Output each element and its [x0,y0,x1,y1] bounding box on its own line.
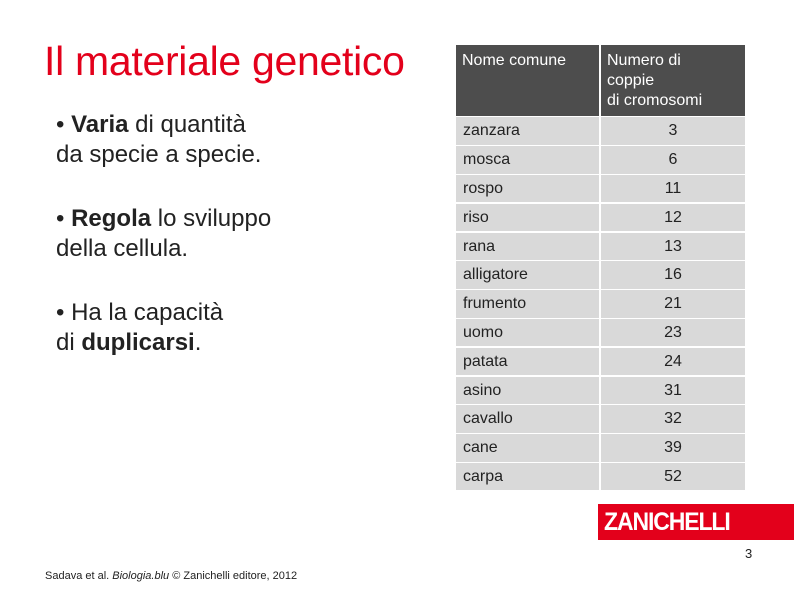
cell-chromosome-pairs: 39 [601,434,745,462]
cell-chromosome-pairs: 13 [601,232,745,260]
table-row: asino 31 [456,375,745,404]
cell-chromosome-pairs: 12 [601,203,745,232]
logo-wordmark: ZANICHELLI [604,508,731,536]
table-row: patata 24 [456,346,745,376]
cell-species-name: rana [456,232,599,260]
bullet-duplicarsi: • Ha la capacità di duplicarsi. [56,298,223,358]
cell-species-name: frumento [456,290,599,318]
cell-chromosome-pairs: 31 [601,376,745,404]
cell-species-name: uomo [456,318,599,347]
cell-species-name: carpa [456,462,599,491]
zanichelli-logo: ZANICHELLI [598,504,794,540]
table-row: frumento 21 [456,289,745,318]
cell-chromosome-pairs: 6 [601,146,745,174]
cell-species-name: alligatore [456,261,599,289]
bullet-text: • Ha la capacità [56,299,224,326]
page-number: 3 [745,546,753,561]
cell-chromosome-pairs: 32 [601,405,745,433]
cell-chromosome-pairs: 23 [601,318,745,347]
bullet-prefix: • [56,111,72,138]
table-row: riso 12 [456,202,745,232]
bullet-bold-text: duplicarsi [81,329,195,356]
header-nome-comune: Nome comune [456,45,599,116]
bullet-varia: • Varia di quantità da specie a specie. [56,110,261,170]
table-header: Nome comune Numero di coppie di cromosom… [456,45,745,116]
header-line: di cromosomi [607,92,703,109]
cell-chromosome-pairs: 11 [601,174,745,203]
cell-chromosome-pairs: 21 [601,290,745,318]
table-row: cavallo 32 [456,404,745,433]
cell-species-name: zanzara [456,117,599,145]
table-row: zanzara 3 [456,116,745,145]
table-row: rana 13 [456,231,745,260]
cell-chromosome-pairs: 24 [601,347,745,376]
table-body: zanzara 3 mosca 6 rospo 11 riso 12 rana 13 alligat… [456,116,745,491]
bullet-prefix: • [56,205,72,232]
bullet-text: della cellula. [56,235,189,262]
table-row: rospo 11 [456,174,745,203]
table-row: cane 39 [456,433,745,462]
cell-species-name: patata [456,347,599,376]
table-row: alligatore 16 [456,260,745,289]
bullet-text: lo sviluppo [151,205,272,232]
credit-prefix: Sadava et al. [45,570,113,582]
bullet-bold-text: Varia [71,111,129,138]
bullet-text: da specie a specie. [56,141,262,168]
header-line: Numero di [607,52,681,69]
slide-title: Il materiale genetico [44,38,405,84]
credit-suffix: © Zanichelli editore, 2012 [169,570,298,582]
credit-book-title: Biologia.blu [112,570,170,582]
cell-species-name: rospo [456,174,599,203]
cell-species-name: cane [456,434,599,462]
header-numero-coppie: Numero di coppie di cromosomi [601,45,745,116]
cell-species-name: riso [456,203,599,232]
header-line: coppie [607,72,655,89]
cell-species-name: mosca [456,146,599,174]
bullet-regola: • Regola lo sviluppo della cellula. [56,204,271,264]
cell-chromosome-pairs: 16 [601,261,745,289]
bullet-text: . [194,329,202,356]
table-row: carpa 52 [456,462,745,491]
cell-species-name: cavallo [456,405,599,433]
credit-line: Sadava et al. Biologia.blu © Zanichelli … [45,570,297,582]
cell-chromosome-pairs: 3 [601,117,745,145]
cell-chromosome-pairs: 52 [601,462,745,491]
chromosome-table: Nome comune Numero di coppie di cromosom… [456,45,745,491]
table-row: uomo 23 [456,318,745,347]
table-row: mosca 6 [456,145,745,174]
bullet-text: di quantità [128,111,246,138]
bullet-bold-text: Regola [71,205,152,232]
bullet-text: di [56,329,82,356]
cell-species-name: asino [456,376,599,404]
